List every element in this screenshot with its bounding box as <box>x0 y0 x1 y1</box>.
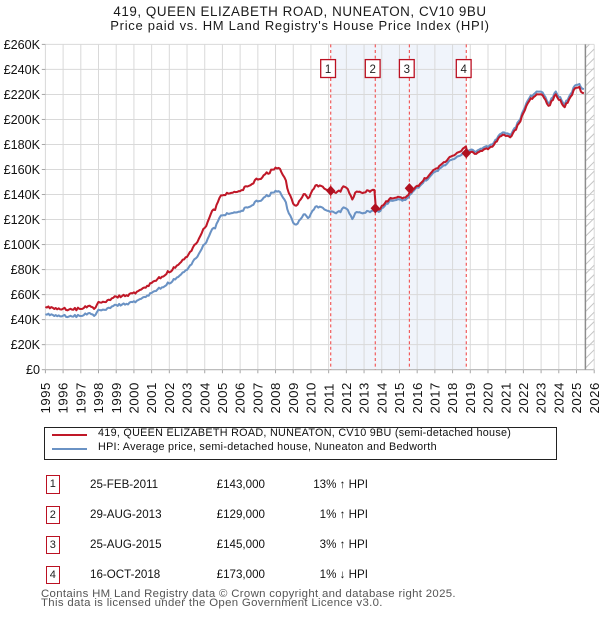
svg-text:2014: 2014 <box>374 382 389 413</box>
svg-text:£120K: £120K <box>4 213 41 227</box>
svg-text:2021: 2021 <box>498 382 513 413</box>
svg-text:1995: 1995 <box>38 382 53 413</box>
svg-text:1: 1 <box>325 64 331 76</box>
svg-text:1998: 1998 <box>91 382 106 413</box>
svg-text:£160K: £160K <box>4 163 41 177</box>
svg-text:£240K: £240K <box>4 63 41 77</box>
svg-text:2004: 2004 <box>197 382 212 413</box>
svg-text:4: 4 <box>460 64 467 76</box>
svg-text:2018: 2018 <box>445 382 460 413</box>
svg-text:2016: 2016 <box>410 382 425 413</box>
svg-text:2009: 2009 <box>286 382 301 413</box>
svg-text:2010: 2010 <box>304 382 319 413</box>
svg-text:2026: 2026 <box>587 382 600 413</box>
svg-text:£200K: £200K <box>4 113 41 127</box>
svg-text:£80K: £80K <box>11 263 41 277</box>
svg-text:2025: 2025 <box>569 382 584 413</box>
svg-text:£220K: £220K <box>4 88 41 102</box>
svg-text:2003: 2003 <box>180 382 195 413</box>
svg-text:2008: 2008 <box>268 382 283 413</box>
svg-text:1997: 1997 <box>73 382 88 413</box>
svg-text:2005: 2005 <box>215 382 230 413</box>
svg-text:3: 3 <box>404 64 410 76</box>
svg-text:2024: 2024 <box>551 382 566 413</box>
svg-text:£180K: £180K <box>4 138 41 152</box>
svg-text:2: 2 <box>369 64 375 76</box>
svg-text:1999: 1999 <box>109 382 124 413</box>
svg-text:2015: 2015 <box>392 382 407 413</box>
svg-text:£140K: £140K <box>4 188 41 202</box>
svg-text:£40K: £40K <box>11 313 41 327</box>
svg-text:2017: 2017 <box>427 382 442 413</box>
svg-text:2001: 2001 <box>144 382 159 413</box>
svg-text:2020: 2020 <box>481 382 496 413</box>
svg-text:419, QUEEN ELIZABETH ROAD, NUN: 419, QUEEN ELIZABETH ROAD, NUNEATON, CV1… <box>113 4 486 19</box>
svg-text:2013: 2013 <box>357 382 372 413</box>
svg-text:2006: 2006 <box>233 382 248 413</box>
svg-text:Price paid vs. HM Land Registr: Price paid vs. HM Land Registry's House … <box>110 18 489 33</box>
svg-text:2002: 2002 <box>162 382 177 413</box>
svg-text:£60K: £60K <box>11 288 41 302</box>
svg-text:2012: 2012 <box>339 382 354 413</box>
svg-text:£100K: £100K <box>4 238 41 252</box>
svg-text:1996: 1996 <box>56 382 71 413</box>
svg-text:2019: 2019 <box>463 382 478 413</box>
svg-text:2022: 2022 <box>516 382 531 413</box>
svg-text:£20K: £20K <box>11 338 41 352</box>
svg-text:£0: £0 <box>26 363 40 377</box>
svg-text:2000: 2000 <box>127 382 142 413</box>
svg-text:2023: 2023 <box>534 382 549 413</box>
svg-text:£260K: £260K <box>4 38 41 52</box>
svg-text:2011: 2011 <box>321 383 336 413</box>
svg-text:2007: 2007 <box>250 382 265 413</box>
